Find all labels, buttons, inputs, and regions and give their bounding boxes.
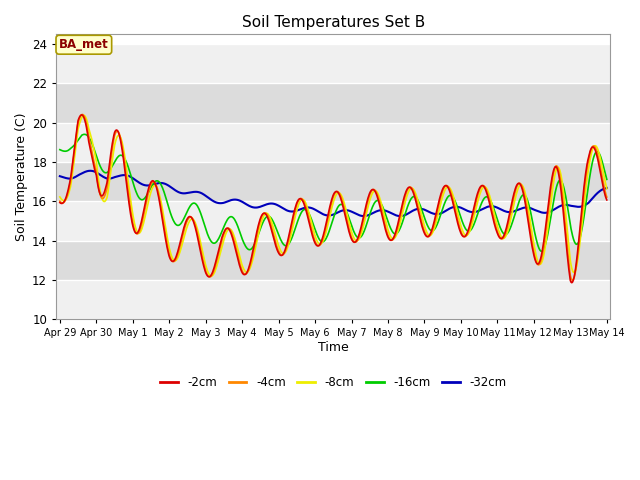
Bar (56, 280, 611, 319)
Bar (56, 201, 611, 240)
Text: BA_met: BA_met (59, 38, 109, 51)
-32cm (207, 197, 215, 203)
-2cm (417, 217, 424, 223)
-16cm (417, 203, 424, 209)
-8cm (208, 273, 216, 279)
-32cm (417, 206, 425, 212)
-4cm (79, 111, 86, 117)
-32cm (86, 168, 94, 174)
-8cm (66, 187, 74, 193)
-8cm (417, 211, 425, 216)
Bar (56, 44, 611, 83)
-2cm (401, 193, 408, 199)
-2cm (56, 200, 64, 205)
-8cm (401, 199, 409, 205)
-16cm (56, 147, 64, 153)
Bar (56, 162, 611, 201)
-4cm (603, 194, 611, 200)
-4cm (569, 277, 577, 283)
-8cm (207, 273, 215, 279)
Bar (56, 83, 611, 122)
Line: -8cm: -8cm (60, 116, 607, 276)
-4cm (123, 178, 131, 183)
Bar (56, 122, 611, 162)
Title: Soil Temperatures Set B: Soil Temperatures Set B (242, 15, 425, 30)
-8cm (179, 241, 186, 247)
-16cm (81, 132, 88, 137)
-2cm (603, 197, 611, 203)
-4cm (401, 196, 408, 202)
-32cm (179, 191, 186, 196)
-32cm (603, 185, 611, 191)
-16cm (123, 160, 131, 166)
-32cm (396, 213, 404, 219)
-4cm (417, 214, 424, 220)
-8cm (81, 113, 88, 119)
-16cm (538, 249, 545, 254)
Line: -16cm: -16cm (60, 134, 607, 252)
-16cm (603, 177, 611, 182)
-8cm (603, 186, 611, 192)
-8cm (123, 168, 131, 173)
-2cm (66, 180, 74, 185)
-32cm (123, 172, 131, 178)
-2cm (568, 280, 575, 286)
-4cm (207, 273, 215, 279)
-2cm (179, 231, 186, 237)
Bar (56, 240, 611, 280)
Y-axis label: Soil Temperature (C): Soil Temperature (C) (15, 112, 28, 241)
-2cm (207, 272, 215, 278)
Line: -2cm: -2cm (60, 115, 607, 283)
-16cm (179, 218, 186, 224)
-4cm (56, 198, 64, 204)
-8cm (56, 194, 64, 200)
Legend: -2cm, -4cm, -8cm, -16cm, -32cm: -2cm, -4cm, -8cm, -16cm, -32cm (156, 371, 511, 394)
-16cm (207, 239, 215, 244)
-32cm (66, 176, 74, 181)
-16cm (401, 213, 408, 219)
-32cm (401, 212, 409, 218)
-2cm (123, 183, 131, 189)
-16cm (66, 146, 74, 152)
-2cm (78, 112, 86, 118)
Line: -4cm: -4cm (60, 114, 607, 280)
X-axis label: Time: Time (318, 341, 349, 354)
-32cm (56, 173, 64, 179)
Line: -32cm: -32cm (60, 171, 607, 216)
-4cm (179, 234, 186, 240)
-4cm (66, 183, 74, 189)
